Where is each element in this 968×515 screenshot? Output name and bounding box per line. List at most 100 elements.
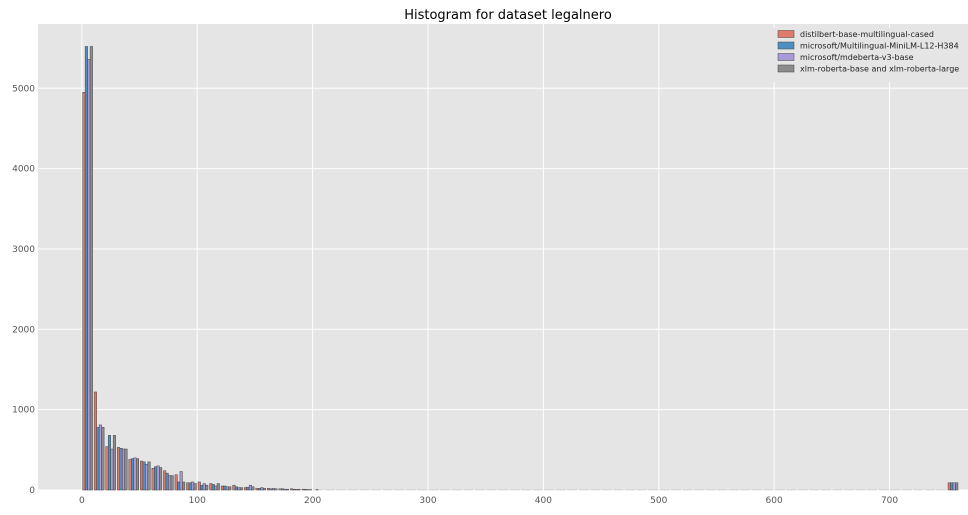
bar: [148, 462, 150, 490]
y-tick-label: 1000: [12, 406, 35, 416]
bar: [134, 458, 136, 490]
bar: [194, 484, 196, 490]
bar: [83, 92, 85, 490]
bar: [94, 392, 96, 490]
legend-swatch: [778, 54, 794, 61]
legend-swatch: [778, 65, 794, 72]
bar: [217, 484, 219, 490]
legend-label: xlm-roberta-base and xlm-roberta-large: [800, 65, 959, 74]
bar: [272, 488, 274, 490]
bar: [129, 459, 131, 490]
bar: [286, 489, 288, 490]
bar: [252, 487, 254, 490]
bar: [99, 425, 101, 490]
legend: distilbert-base-multilingual-cased micros…: [772, 28, 968, 82]
bar: [267, 488, 269, 490]
bar: [88, 59, 90, 490]
bar: [159, 468, 161, 490]
bar: [198, 482, 200, 490]
bar: [275, 489, 277, 490]
x-tick-label: 100: [189, 496, 206, 506]
bar: [140, 461, 142, 490]
legend-label: microsoft/mdeberta-v3-base: [800, 53, 914, 62]
bar: [187, 483, 189, 490]
bar: [120, 448, 122, 490]
bar: [154, 467, 156, 490]
bar: [111, 449, 113, 490]
x-tick-label: 200: [304, 496, 321, 506]
bar: [108, 435, 110, 490]
bar: [85, 46, 87, 490]
legend-label: distilbert-base-multilingual-cased: [800, 30, 934, 39]
bar: [125, 449, 127, 490]
bar: [136, 459, 138, 490]
bar: [948, 483, 950, 490]
x-tick-label: 500: [650, 496, 667, 506]
legend-swatch: [778, 42, 794, 49]
bar: [304, 489, 306, 490]
bar: [263, 488, 265, 490]
bar: [145, 464, 147, 490]
plot-area: [38, 24, 968, 490]
legend-label: microsoft/Multilingual-MiniLM-L12-H384: [800, 42, 959, 51]
bar: [221, 486, 223, 490]
bar: [182, 482, 184, 490]
bar: [284, 489, 286, 490]
bar: [293, 489, 295, 490]
x-tick-label: 600: [766, 496, 783, 506]
y-tick-label: 5000: [12, 84, 35, 94]
bar: [201, 485, 203, 490]
bar: [90, 46, 92, 490]
chart-title: Histogram for dataset legalnero: [404, 8, 612, 23]
y-tick-label: 4000: [12, 165, 35, 175]
bar: [215, 486, 217, 490]
bar: [951, 483, 953, 490]
bar: [177, 482, 179, 490]
bar: [290, 489, 292, 490]
bar: [235, 487, 237, 490]
bar: [157, 466, 159, 490]
x-tick-label: 0: [79, 496, 85, 506]
bar: [102, 427, 104, 490]
bar: [152, 468, 154, 490]
bar: [122, 449, 124, 490]
bar: [171, 476, 173, 490]
bar: [256, 488, 258, 490]
bar: [180, 472, 182, 490]
bar: [106, 447, 108, 490]
bar: [258, 488, 260, 490]
bar: [166, 473, 168, 490]
bar: [210, 484, 212, 490]
bar: [212, 484, 214, 490]
bar: [131, 459, 133, 490]
bar: [302, 489, 304, 490]
bar: [270, 489, 272, 490]
x-tick-label: 700: [881, 496, 898, 506]
bar: [279, 489, 281, 490]
bar: [191, 482, 193, 490]
bar: [953, 483, 955, 490]
bar: [175, 475, 177, 490]
bar: [203, 484, 205, 490]
bar: [955, 483, 957, 490]
x-tick-label: 300: [419, 496, 436, 506]
bar: [189, 483, 191, 490]
bar: [249, 485, 251, 490]
bar: [113, 435, 115, 490]
bar: [240, 488, 242, 490]
bar: [233, 485, 235, 490]
bar: [97, 427, 99, 490]
x-tick-label: 400: [535, 496, 552, 506]
bar: [247, 487, 249, 490]
bar: [224, 486, 226, 490]
bar: [295, 489, 297, 490]
bar: [143, 462, 145, 490]
y-tick-label: 2000: [12, 325, 35, 335]
y-tick-label: 0: [29, 486, 35, 496]
bar: [163, 471, 165, 490]
bar: [298, 489, 300, 490]
bar: [229, 487, 231, 490]
bar: [168, 476, 170, 490]
